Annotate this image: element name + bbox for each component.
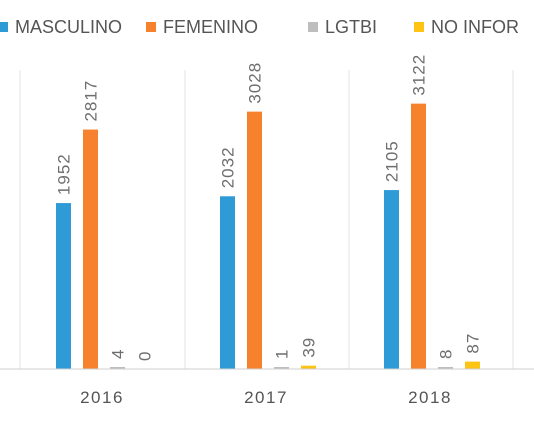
legend-swatch-no-infor — [414, 22, 424, 32]
x-tick-2017: 2017 — [244, 388, 288, 407]
data-label-femenino-2016: 2817 — [82, 80, 101, 122]
data-label-masculino-2016: 1952 — [55, 153, 74, 195]
x-tick-2018: 2018 — [408, 388, 452, 407]
bar-masculino-2016 — [56, 203, 71, 369]
bar-lgtbi-2016 — [110, 367, 125, 369]
category-separators — [19, 70, 514, 369]
legend-swatch-femenino — [146, 22, 156, 32]
bar-masculino-2018 — [384, 190, 399, 369]
bar-lgtbi-2017 — [274, 367, 289, 369]
legend-label-femenino: FEMENINO — [163, 17, 258, 37]
legend-label-lgtbi: LGTBI — [325, 17, 377, 37]
data-label-femenino-2017: 3028 — [246, 62, 265, 104]
data-label-no-infor-2017: 39 — [300, 337, 319, 358]
legend-swatch-masculino — [0, 22, 8, 32]
data-label-lgtbi-2018: 8 — [437, 349, 456, 359]
x-tick-2016: 2016 — [80, 388, 124, 407]
bars — [56, 103, 480, 370]
x-axis-ticks: 2016 2017 2018 — [80, 388, 452, 407]
legend-swatch-lgtbi — [308, 22, 318, 32]
legend-label-masculino: MASCULINO — [15, 17, 122, 37]
data-label-femenino-2018: 3122 — [410, 54, 429, 96]
bar-femenino-2017 — [247, 111, 262, 370]
data-label-masculino-2017: 2032 — [219, 146, 238, 188]
bar-no-infor-2017 — [301, 365, 316, 369]
bar-femenino-2016 — [83, 129, 98, 369]
bar-femenino-2018 — [411, 103, 426, 369]
legend: MASCULINO FEMENINO LGTBI NO INFOR — [0, 17, 519, 37]
data-label-masculino-2018: 2105 — [383, 140, 402, 182]
legend-label-no-infor: NO INFOR — [431, 17, 519, 37]
data-label-no-infor-2018: 87 — [464, 333, 483, 354]
bar-masculino-2017 — [220, 196, 235, 369]
data-label-lgtbi-2017: 1 — [273, 349, 292, 359]
bar-lgtbi-2018 — [438, 367, 453, 369]
bar-no-infor-2018 — [465, 361, 480, 369]
data-label-no-infor-2016: 0 — [136, 351, 155, 361]
data-label-lgtbi-2016: 4 — [109, 349, 128, 359]
data-labels: 1952 2817 4 0 2032 3028 1 39 2105 3122 8 87 — [55, 54, 483, 361]
